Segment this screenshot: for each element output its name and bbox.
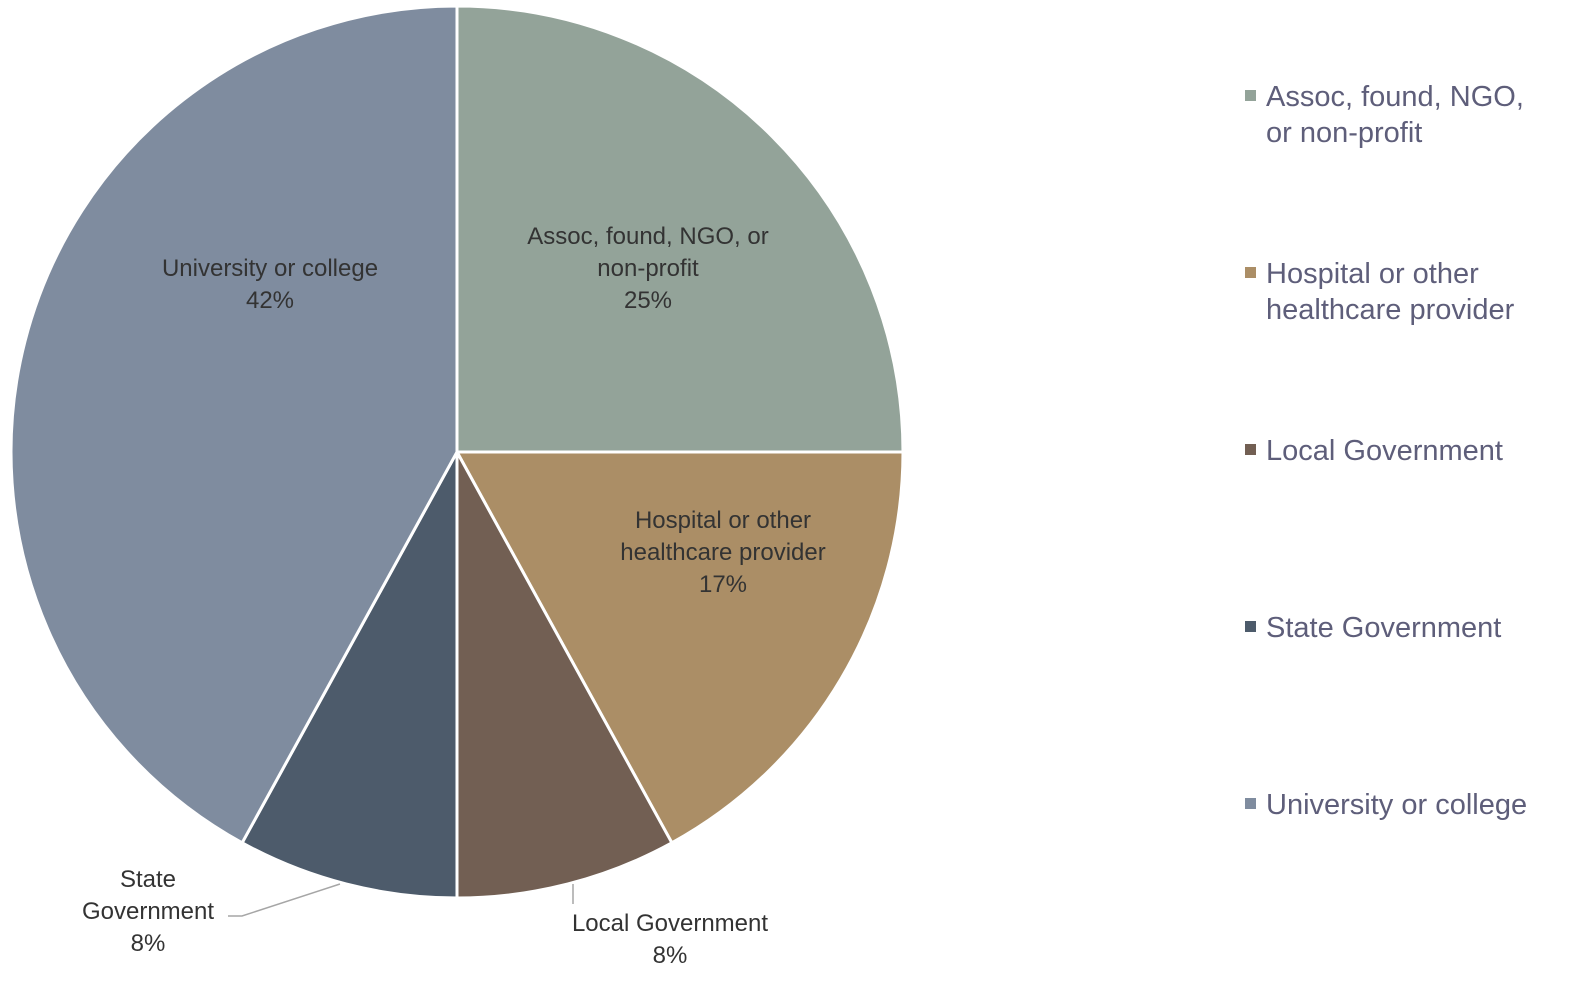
legend-item-local-government: Local Government — [1245, 435, 1503, 467]
data-label-local-government: Local Government 8% — [572, 910, 768, 969]
data-label-name-line: Government — [82, 898, 214, 925]
legend-item-assoc-found-ngo-or-non-profit: Assoc, found, NGO, or non-profit — [1245, 81, 1524, 149]
pie-slices — [9, 4, 905, 900]
data-label-name-line: Hospital or other — [635, 507, 811, 534]
pie-slice-state-government — [240, 450, 459, 900]
data-label-name-line: State — [120, 866, 176, 893]
data-label-percent: 25% — [624, 287, 672, 314]
data-label-hospital-or-other-healthcare-provider: Hospital or other healthcare provider 17% — [620, 507, 825, 598]
legend-label-line: Assoc, found, NGO, — [1266, 81, 1524, 113]
legend-swatch — [1245, 267, 1256, 278]
legend-label-line: healthcare provider — [1266, 294, 1515, 326]
legend-label: Assoc, found, NGO, or non-profit — [1266, 81, 1524, 149]
data-label-percent: 8% — [653, 942, 688, 969]
legend-label-line: State Government — [1266, 612, 1501, 644]
pie-slice-local-government — [455, 450, 674, 900]
data-label-name-line: Local Government — [572, 910, 768, 937]
data-label-percent: 8% — [131, 930, 166, 957]
legend-label: University or college — [1266, 789, 1527, 821]
legend-label-line: Hospital or other — [1266, 258, 1479, 290]
pie-legend: Assoc, found, NGO, or non-profit Hospital … — [1245, 81, 1527, 821]
pie-slice-hospital-or-other-healthcare-provider — [455, 450, 905, 845]
legend-label-line: University or college — [1266, 789, 1527, 821]
legend-item-university-or-college: University or college — [1245, 789, 1527, 821]
data-label-university-or-college: University or college 42% — [162, 255, 378, 314]
legend-swatch — [1245, 798, 1256, 809]
data-label-name-line: healthcare provider — [620, 539, 825, 566]
pie-data-labels: Assoc, found, NGO, or non-profit 25% Hospit… — [82, 223, 826, 969]
leader-line-state-government — [228, 883, 341, 917]
legend-swatch — [1245, 621, 1256, 632]
legend-label-line: Local Government — [1266, 435, 1503, 467]
legend-label: State Government — [1266, 612, 1501, 644]
legend-label-line: or non-profit — [1266, 117, 1422, 149]
legend-label: Local Government — [1266, 435, 1503, 467]
legend-item-state-government: State Government — [1245, 612, 1501, 644]
data-label-percent: 17% — [699, 571, 747, 598]
pie-slice-university-or-college — [9, 4, 459, 845]
data-label-name-line: University or college — [162, 255, 378, 282]
data-label-percent: 42% — [246, 287, 294, 314]
pie-slice-assoc-found-ngo-or-non-profit — [455, 4, 905, 454]
legend-swatch — [1245, 444, 1256, 455]
data-label-name-line: non-profit — [597, 255, 699, 282]
data-label-state-government: State Government 8% — [82, 866, 214, 957]
pie-leader-lines — [228, 883, 574, 917]
legend-label: Hospital or other healthcare provider — [1266, 258, 1515, 326]
data-label-name-line: Assoc, found, NGO, or — [527, 223, 768, 250]
legend-item-hospital-or-other-healthcare-provider: Hospital or other healthcare provider — [1245, 258, 1515, 326]
data-label-assoc-found-ngo-or-non-profit: Assoc, found, NGO, or non-profit 25% — [527, 223, 768, 314]
legend-swatch — [1245, 90, 1256, 101]
